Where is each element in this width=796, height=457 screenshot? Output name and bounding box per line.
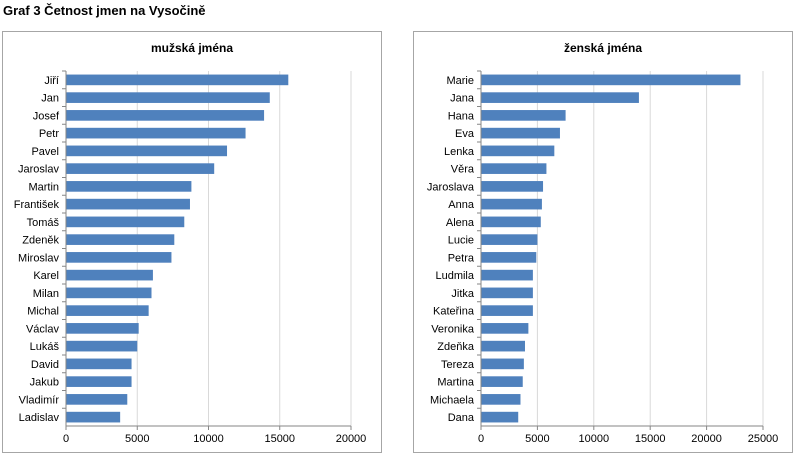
category-label: Ludmila xyxy=(435,270,474,282)
category-label: Tereza xyxy=(441,359,475,371)
bar xyxy=(481,198,542,210)
category-label: Václav xyxy=(26,323,60,335)
x-tick-label: 0 xyxy=(478,433,484,445)
bar xyxy=(481,287,533,299)
category-label: Eva xyxy=(455,128,475,140)
category-label: Karel xyxy=(33,270,59,282)
category-label: Martin xyxy=(28,181,59,193)
bar xyxy=(481,110,566,121)
figure-title: Graf 3 Četnost jmen na Vysočině xyxy=(3,3,206,18)
category-label: Jana xyxy=(450,93,475,105)
bar xyxy=(481,145,555,157)
bar xyxy=(66,110,265,121)
bar xyxy=(66,411,121,423)
bar xyxy=(481,394,521,405)
bar xyxy=(481,216,541,228)
x-tick-label: 10000 xyxy=(579,433,610,445)
x-tick-label: 20000 xyxy=(336,433,367,445)
category-label: Jakub xyxy=(30,377,59,389)
bar xyxy=(66,163,215,174)
category-label: Anna xyxy=(448,199,475,211)
x-tick-label: 10000 xyxy=(193,433,224,445)
category-label: Veronika xyxy=(431,323,475,335)
category-label: Jaroslava xyxy=(427,181,475,193)
bar xyxy=(66,234,175,245)
category-label: Lukáš xyxy=(30,341,60,353)
category-label: Věra xyxy=(451,164,475,176)
bar xyxy=(481,358,524,370)
bar xyxy=(481,74,741,86)
bar xyxy=(481,127,560,139)
category-label: Kateřina xyxy=(433,306,475,318)
category-label: Jan xyxy=(41,93,59,105)
bar xyxy=(481,234,538,245)
bar xyxy=(481,323,529,334)
bar xyxy=(66,181,192,192)
category-label: Ladislav xyxy=(19,412,60,424)
category-label: Pavel xyxy=(31,146,59,158)
bar xyxy=(66,340,138,352)
category-label: Jitka xyxy=(451,288,475,300)
category-label: Jaroslav xyxy=(18,164,59,176)
bar xyxy=(481,340,525,352)
category-label: Marie xyxy=(446,75,474,87)
bar xyxy=(66,127,246,139)
x-tick-label: 15000 xyxy=(635,433,666,445)
x-tick-label: 0 xyxy=(63,433,69,445)
category-label: Martina xyxy=(437,377,475,389)
chart-panel-male: mužská jména Jiří Jan Josef Petr Pavel Jarosl… xyxy=(2,31,382,453)
bar xyxy=(66,394,128,405)
category-label: Miroslav xyxy=(18,252,59,264)
bar xyxy=(66,198,190,210)
category-label: Hana xyxy=(448,110,475,122)
category-label: Michal xyxy=(27,306,59,318)
bar xyxy=(66,323,139,334)
chart-female: Marie Jana Hana Eva Lenka Věra Jaroslava Anna Al… xyxy=(427,70,779,445)
category-label: František xyxy=(14,199,60,211)
bar xyxy=(66,376,132,387)
bar xyxy=(481,181,544,192)
category-label: Zdeňka xyxy=(437,341,475,353)
category-label: Vladimír xyxy=(19,394,60,406)
bar xyxy=(481,92,639,103)
x-tick-label: 5000 xyxy=(125,433,149,445)
x-tick-label: 5000 xyxy=(525,433,549,445)
x-tick-label: 25000 xyxy=(748,433,779,445)
x-tick-label: 15000 xyxy=(264,433,295,445)
bar xyxy=(481,376,523,387)
bar xyxy=(66,74,289,86)
bar xyxy=(481,269,533,281)
bar xyxy=(66,216,185,228)
category-label: Tomáš xyxy=(27,217,60,229)
category-label: Josef xyxy=(33,110,60,122)
chart-title-male: mužská jména xyxy=(150,41,234,55)
x-tick-label: 20000 xyxy=(691,433,722,445)
category-label: Dana xyxy=(448,412,475,424)
bar xyxy=(66,269,153,281)
bar xyxy=(66,305,149,316)
category-label: Petr xyxy=(39,128,60,140)
bar xyxy=(481,163,547,174)
bar xyxy=(66,287,152,299)
bar xyxy=(66,92,270,103)
bar xyxy=(66,358,132,370)
bar xyxy=(66,252,172,263)
category-label: Alena xyxy=(446,217,475,229)
bar xyxy=(481,411,519,423)
category-label: Milan xyxy=(33,288,59,300)
category-label: David xyxy=(31,359,59,371)
category-label: Michaela xyxy=(430,394,475,406)
chart-title-female: ženská jména xyxy=(563,41,643,55)
category-label: Petra xyxy=(448,252,475,264)
chart-panel-female: ženská jména Marie Jana Hana Eva Lenka Věra Ja… xyxy=(413,31,793,453)
category-label: Zdeněk xyxy=(22,235,59,247)
bar xyxy=(481,305,533,316)
category-label: Lucie xyxy=(448,235,474,247)
category-label: Lenka xyxy=(444,146,475,158)
bar xyxy=(66,145,228,157)
chart-male: Jiří Jan Josef Petr Pavel Jaroslav Martin Frant… xyxy=(14,70,367,445)
category-label: Jiří xyxy=(44,75,59,87)
bar xyxy=(481,252,537,263)
